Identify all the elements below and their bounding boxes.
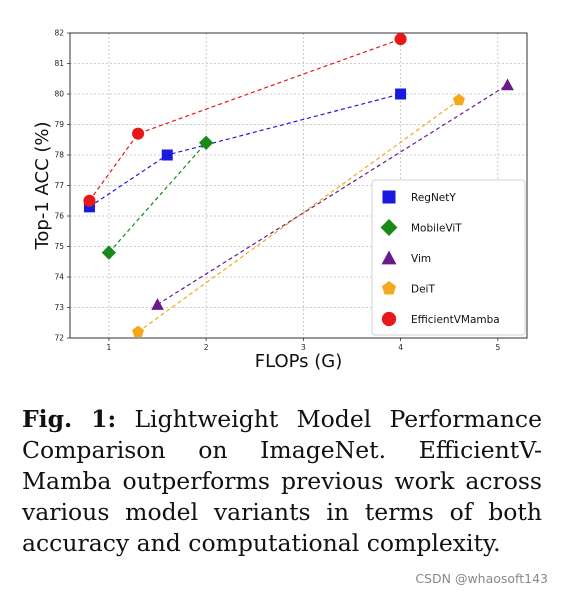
- series-line: [88, 38, 401, 202]
- data-point: [161, 149, 173, 161]
- caption-text: Lightweight Model Performance Comparison…: [22, 405, 542, 557]
- markers: [83, 33, 514, 338]
- y-tick-label: 82: [54, 29, 64, 38]
- watermark: CSDN @whaosoft143: [415, 571, 548, 586]
- x-axis-label: FLOPs (G): [255, 351, 343, 372]
- data-point: [83, 194, 96, 207]
- y-tick-label: 72: [54, 334, 64, 343]
- legend-marker: [381, 281, 397, 295]
- data-point: [394, 33, 407, 46]
- x-tick-label: 5: [495, 343, 500, 352]
- data-point: [151, 298, 164, 310]
- series-lines: [88, 38, 508, 333]
- y-tick-label: 74: [54, 273, 64, 282]
- legend-label: RegNetY: [411, 192, 456, 204]
- y-tick-label: 77: [54, 181, 64, 190]
- y-tick-label: 80: [54, 90, 64, 99]
- legend-marker: [381, 250, 397, 265]
- legend-marker: [382, 190, 396, 204]
- series-line: [108, 142, 207, 253]
- data-point: [395, 88, 407, 100]
- legend-label: MobileViT: [411, 223, 462, 235]
- data-point: [83, 201, 95, 213]
- caption-label: Fig. 1:: [22, 405, 117, 433]
- y-tick-label: 73: [54, 303, 64, 312]
- y-tick-label: 76: [54, 212, 64, 221]
- y-tick-label: 81: [54, 59, 64, 68]
- legend-label: EfficientVMamba: [411, 314, 500, 326]
- series-line: [137, 99, 460, 333]
- legend-label: Vim: [411, 253, 431, 265]
- y-tick-label: 79: [54, 120, 64, 129]
- y-tick-label: 75: [54, 242, 64, 251]
- series-line: [157, 84, 508, 305]
- x-tick-label: 3: [301, 343, 306, 352]
- x-tick-label: 2: [204, 343, 209, 352]
- data-point: [132, 325, 145, 338]
- data-point: [501, 78, 514, 91]
- legend-marker: [381, 311, 397, 327]
- legend-label: DeiT: [411, 284, 435, 296]
- y-axis-label: Top-1 ACC (%): [32, 121, 53, 250]
- legend: RegNetY MobileViT Vim DeiT EfficientVMamba: [371, 179, 526, 336]
- data-point: [198, 135, 214, 150]
- data-point: [132, 127, 145, 140]
- chart: 1 2 3 4 5 72 73 74 75 76 77 78 79 80 81 82 FLOPs (G) To…: [32, 29, 528, 372]
- figure-caption: Fig. 1: Lightweight Model Performance Co…: [22, 404, 542, 559]
- legend-marker: [380, 219, 398, 236]
- y-tick-label: 78: [54, 151, 64, 160]
- data-point: [101, 245, 117, 260]
- data-point: [452, 93, 465, 106]
- x-tick-label: 1: [107, 343, 112, 352]
- ticks: 1 2 3 4 5 72 73 74 75 76 77 78 79 80 81 82: [54, 29, 500, 353]
- legend-box: [371, 179, 526, 336]
- series-line: [89, 93, 401, 208]
- x-tick-label: 4: [398, 343, 403, 352]
